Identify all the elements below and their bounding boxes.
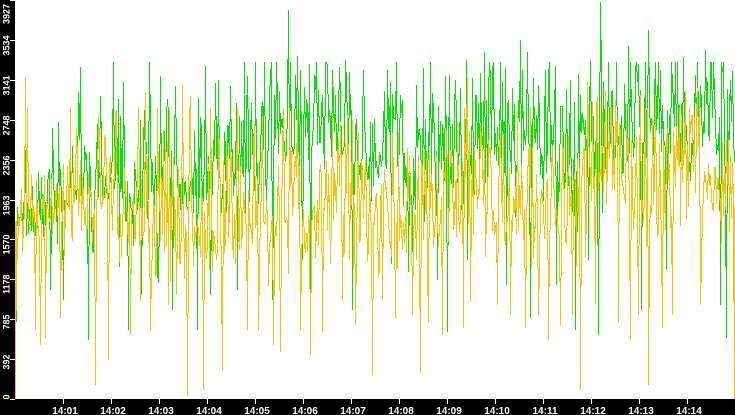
- svg-text:14:13: 14:13: [628, 406, 654, 415]
- svg-text:14:12: 14:12: [580, 406, 606, 415]
- svg-text:14:09: 14:09: [436, 406, 462, 415]
- svg-text:14:07: 14:07: [340, 406, 366, 415]
- svg-text:14:14: 14:14: [676, 406, 702, 415]
- svg-text:14:03: 14:03: [148, 406, 174, 415]
- svg-text:785: 785: [2, 315, 12, 330]
- svg-text:0: 0: [2, 395, 12, 400]
- svg-text:3534: 3534: [2, 36, 12, 56]
- svg-text:14:10: 14:10: [484, 406, 510, 415]
- svg-text:14:02: 14:02: [100, 406, 126, 415]
- svg-text:3141: 3141: [2, 76, 12, 96]
- svg-text:1570: 1570: [2, 235, 12, 255]
- svg-text:3927: 3927: [2, 4, 12, 24]
- svg-text:1178: 1178: [2, 275, 12, 295]
- svg-text:14:08: 14:08: [388, 406, 414, 415]
- svg-text:14:01: 14:01: [52, 406, 78, 415]
- svg-text:392: 392: [2, 355, 12, 370]
- svg-text:14:11: 14:11: [532, 406, 557, 415]
- svg-text:2356: 2356: [2, 156, 12, 176]
- svg-text:14:06: 14:06: [292, 406, 318, 415]
- svg-text:2748: 2748: [2, 116, 12, 136]
- svg-text:14:04: 14:04: [196, 406, 222, 415]
- svg-text:1963: 1963: [2, 196, 12, 216]
- svg-text:14:05: 14:05: [244, 406, 270, 415]
